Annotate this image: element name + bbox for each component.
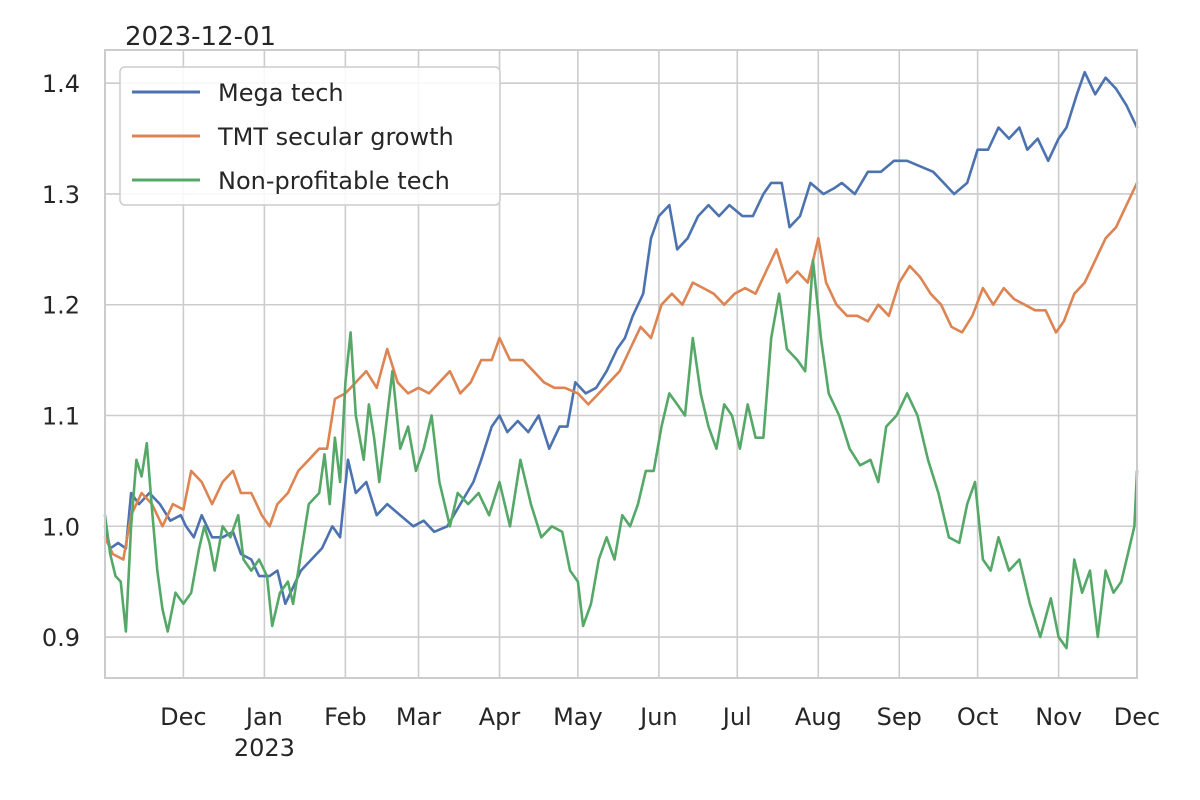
x-tick-label: May	[553, 703, 603, 731]
x-tick-label: Sep	[877, 703, 922, 731]
x-tick-label: Dec	[1114, 703, 1160, 731]
y-tick-label: 1.0	[42, 513, 80, 541]
y-tick-label: 1.4	[42, 70, 80, 98]
series-line-non-profitable-tech	[103, 259, 1139, 650]
series-lines	[103, 70, 1139, 650]
legend-box	[119, 66, 501, 206]
axes-frame	[104, 49, 1138, 679]
legend-label-mega-tech: Mega tech	[218, 79, 344, 107]
x-tick-label: Apr	[479, 703, 521, 731]
x-tick-label: Jun	[638, 703, 678, 731]
x-tick-label: Oct	[957, 703, 999, 731]
y-tick-label: 1.3	[42, 181, 80, 209]
x-axis-offset-label: 2023-12-01	[125, 22, 276, 52]
x-tick-label: Dec	[160, 703, 206, 731]
x-tick-year-label: 2023	[234, 734, 295, 762]
x-tick-label: Feb	[324, 703, 367, 731]
x-axis: Dec Jan 2023 Feb Mar Apr May Jun Jul Aug Sep Oct Nov…	[160, 703, 1160, 762]
series-line-tmt-secular-growth	[103, 181, 1139, 561]
x-tick-label: Jul	[721, 703, 752, 731]
legend-label-tmt-secular-growth: TMT secular growth	[217, 123, 454, 151]
x-tick-label: Nov	[1035, 703, 1082, 731]
y-tick-label: 1.2	[42, 292, 80, 320]
x-tick-label: Mar	[396, 703, 441, 731]
x-tick-label: Jan	[244, 703, 283, 731]
legend: Mega tech TMT secular growth Non-profitabl…	[119, 66, 501, 206]
x-tick-label: Aug	[795, 703, 842, 731]
legend-label-non-profitable-tech: Non-profitable tech	[218, 167, 450, 195]
y-tick-label: 1.1	[42, 403, 80, 431]
y-tick-label: 0.9	[42, 624, 80, 652]
y-axis: 0.9 1.0 1.1 1.2 1.3 1.4	[42, 70, 80, 652]
